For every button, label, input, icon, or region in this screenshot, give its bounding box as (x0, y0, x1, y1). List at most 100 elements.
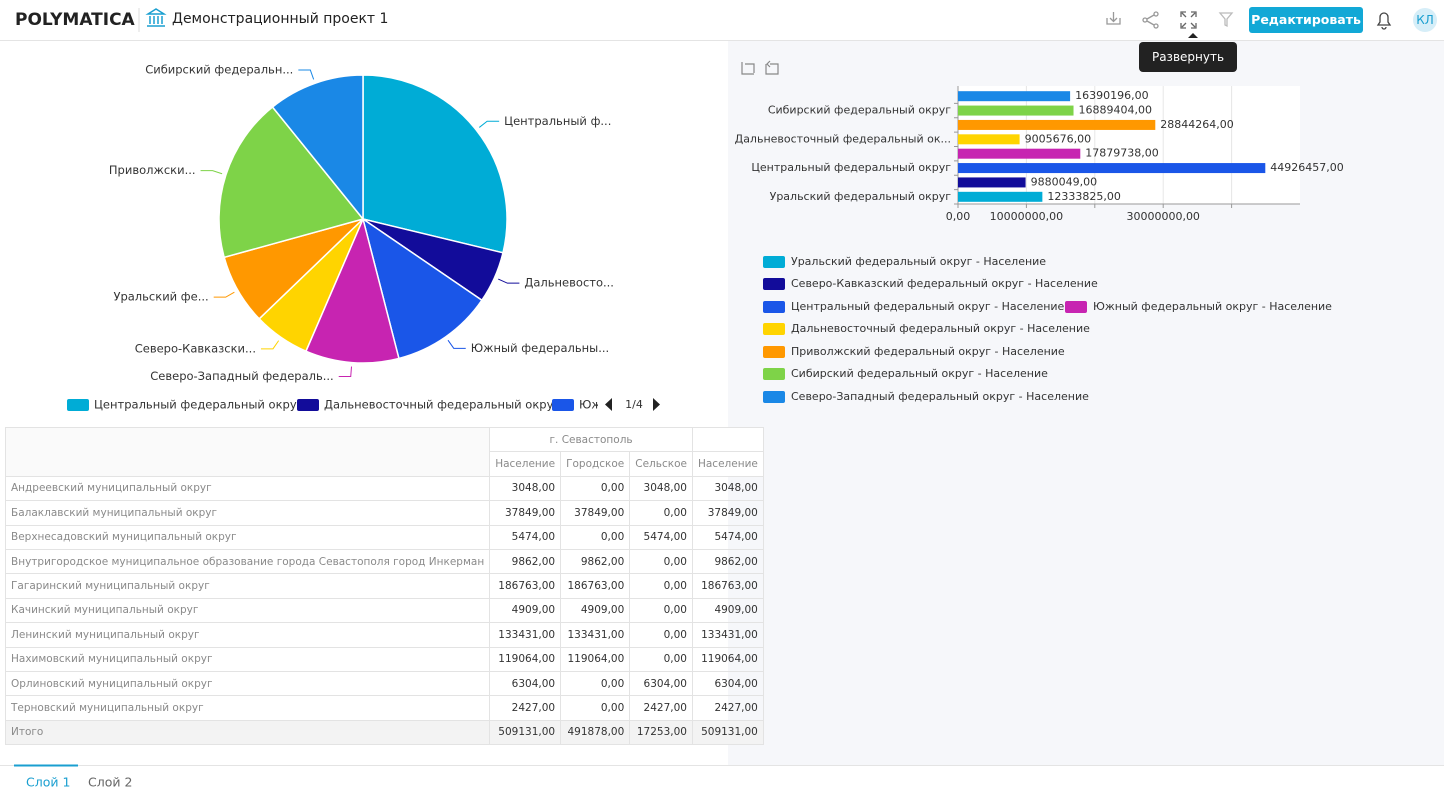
logo: POLYMATICA (15, 10, 136, 30)
column-header: Сельское (629, 451, 693, 477)
pie-slice (304, 216, 400, 364)
row-label: Нахимовский муниципальный округ (4, 646, 491, 672)
legend-label: Дальневосточный федеральный округ (324, 398, 559, 412)
number-cell: 509131,00 (489, 719, 562, 746)
row-label: Ленинский муниципальный округ (4, 622, 491, 648)
row-label: Балаклавский муниципальный округ (4, 500, 491, 526)
share-icon[interactable] (1142, 11, 1159, 29)
number-cell: 119064,00 (489, 646, 562, 672)
bar (958, 191, 1043, 202)
number-cell: 37849,00 (691, 500, 764, 526)
x-tick-label: 10000000,00 (990, 210, 1063, 223)
leader-line (338, 366, 353, 378)
bar (958, 163, 1266, 174)
pie-legend: Центральный федеральный округ Дальневосто… (67, 398, 602, 412)
corner-cell (4, 427, 491, 477)
number-cell: 186763,00 (691, 573, 764, 599)
number-cell: 5474,00 (691, 524, 764, 550)
value-label: 12333825,00 (1047, 190, 1120, 203)
number-cell: 119064,00 (560, 646, 631, 672)
pie-slice (361, 217, 483, 360)
value-label: 16390196,00 (1075, 89, 1148, 102)
column-header: Городское (560, 451, 631, 477)
number-cell: 2427,00 (691, 695, 764, 721)
edit-button[interactable] (1249, 7, 1363, 33)
table-row: Балаклавский муниципальный округ 37849,00… (4, 500, 764, 526)
legend-label: Сибирский федеральный округ - Население (791, 367, 1048, 380)
avatar-label[interactable]: КЛ (1416, 13, 1434, 27)
legend-prev[interactable] (605, 398, 612, 411)
number-cell: 3048,00 (489, 475, 562, 502)
number-cell: 133431,00 (560, 622, 631, 648)
slice-label: Уральский фе... (113, 290, 208, 304)
legend-next[interactable] (653, 398, 660, 411)
legend-swatch (763, 323, 785, 335)
table-row: Гагаринский муниципальный округ 186763,00… (4, 573, 764, 599)
bar (958, 119, 1156, 130)
bar (958, 91, 1071, 102)
table-row: Терновский муниципальный округ 2427,00 0,0… (4, 695, 764, 721)
table-row: Верхнесадовский муниципальный округ 5474,… (4, 524, 764, 550)
legend-label: Дальневосточный федеральный округ - Насе… (791, 322, 1090, 335)
bell-icon[interactable] (1376, 12, 1392, 30)
number-cell: 186763,00 (489, 573, 562, 599)
row-label: Верхнесадовский муниципальный округ (4, 524, 491, 550)
bar (958, 148, 1081, 159)
x-tick-label: 0,00 (946, 210, 971, 223)
number-cell: 0,00 (629, 548, 693, 575)
table-row: Андреевский муниципальный округ 3048,00 0,… (4, 475, 764, 502)
rotate-icons[interactable] (741, 60, 779, 75)
legend-swatch (763, 346, 785, 358)
leader-line (298, 69, 315, 80)
legend-page: 1/4 (625, 398, 643, 411)
number-cell: 17253,00 (629, 719, 693, 746)
legend-swatch (763, 301, 785, 313)
legend-swatch (297, 399, 319, 411)
y-tick-label: Уральский федеральный округ (770, 190, 952, 203)
table-row: Качинский муниципальный округ 4909,00 4909… (4, 597, 764, 624)
number-cell: 0,00 (560, 475, 631, 502)
number-cell: 37849,00 (489, 500, 562, 526)
table-row: Внутригородское муниципальное образовани… (4, 548, 764, 575)
number-cell: 0,00 (629, 646, 693, 672)
number-cell: 5474,00 (629, 524, 693, 550)
table-row: Орлиновский муниципальный округ 6304,00 0,… (4, 670, 764, 697)
header-bar (0, 0, 1444, 40)
value-label: 17879738,00 (1085, 147, 1158, 160)
legend-label: Приволжский федеральный округ - Населени… (791, 345, 1065, 358)
bar (958, 105, 1074, 116)
y-tick-label: Центральный федеральный округ (751, 161, 951, 174)
avatar[interactable] (1413, 8, 1437, 32)
legend-label: Юж (579, 398, 602, 412)
leader-line (498, 278, 520, 284)
download-icon[interactable] (1106, 12, 1121, 25)
legend-label: Северо-Кавказский федеральный округ - На… (791, 277, 1098, 290)
legend-label: Центральный федеральный округ - Населени… (791, 300, 1065, 313)
slice-label: Дальневосто... (524, 276, 614, 290)
layer-tab[interactable]: Слой 2 (88, 775, 132, 790)
tooltip (1139, 42, 1237, 72)
edit-button-label[interactable]: Редактировать (1251, 12, 1361, 27)
filter-icon[interactable] (1218, 12, 1234, 28)
x-tick-label: 30000000,00 (1126, 210, 1199, 223)
pie-slice (271, 74, 364, 222)
expand-icon[interactable] (1180, 11, 1197, 29)
header-cell (691, 426, 764, 453)
number-cell: 0,00 (629, 500, 693, 526)
number-cell: 6304,00 (489, 670, 562, 697)
number-cell: 37849,00 (560, 500, 631, 526)
layer-tab[interactable]: Слой 1 (26, 775, 70, 790)
number-cell: 0,00 (629, 622, 693, 648)
table-row: Итого 509131,00 491878,00 17253,00 509131,00 (4, 719, 764, 746)
row-label: Терновский муниципальный округ (4, 695, 491, 721)
data-table: г. Севастополь Население Городское Сельское… (4, 426, 764, 746)
number-cell: 3048,00 (691, 475, 764, 502)
row-label: Андреевский муниципальный округ (4, 475, 491, 502)
table-row: Ленинский муниципальный округ 133431,00 13… (4, 622, 764, 648)
legend-swatch (763, 368, 785, 380)
leader-line (200, 170, 223, 175)
legend-swatch (763, 256, 785, 268)
row-label: Итого (4, 719, 491, 746)
number-cell: 2427,00 (629, 695, 693, 721)
